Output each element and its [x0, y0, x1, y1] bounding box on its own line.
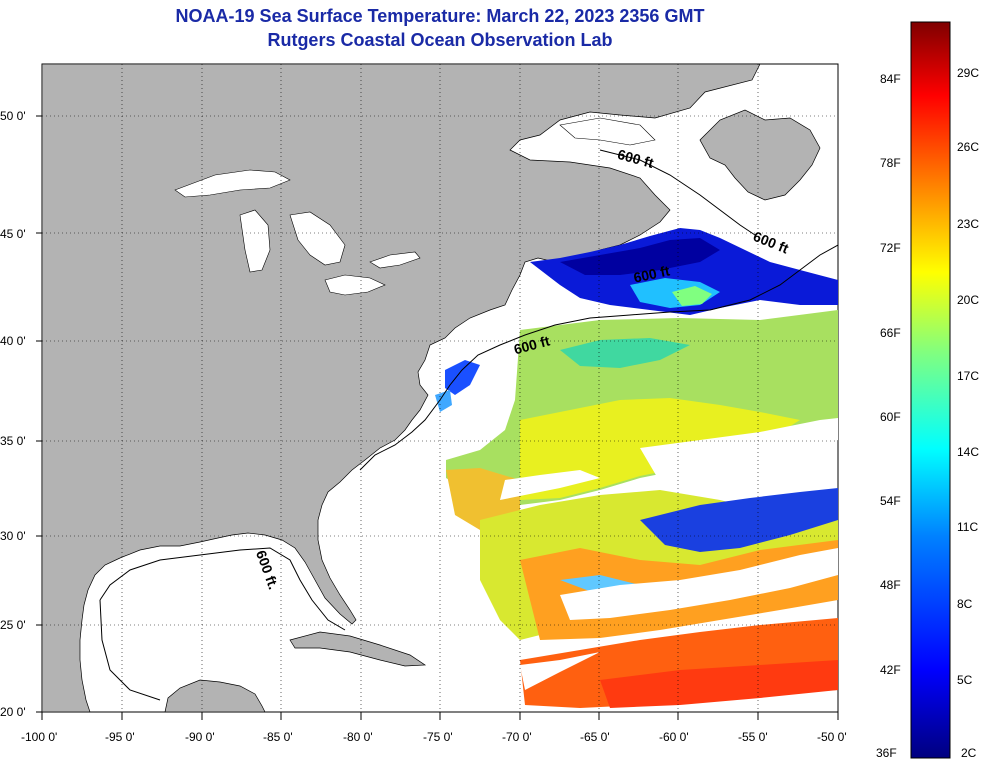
land-newfoundland — [699, 109, 821, 201]
colorbar-f-label: 72F — [880, 241, 901, 255]
lat-tick-label: 25 0' — [0, 618, 26, 632]
lat-tick-label: 30 0' — [0, 529, 26, 543]
lat-tick-label: 35 0' — [0, 434, 26, 448]
colorbar-c-label: 29C — [957, 66, 980, 80]
lon-tick-label: -60 0' — [659, 730, 689, 744]
colorbar-c-label: 23C — [957, 217, 980, 231]
lat-tick-label: 45 0' — [0, 227, 26, 241]
colorbar-c-label: 2C — [961, 746, 977, 760]
colorbar-c-label: 20C — [957, 293, 980, 307]
great-lakes — [174, 169, 421, 296]
colorbar — [910, 21, 951, 759]
colorbar-c-label: 14C — [957, 445, 980, 459]
lon-tick-label: -55 0' — [738, 730, 768, 744]
lon-tick-label: -65 0' — [580, 730, 610, 744]
lon-tick-label: -50 0' — [817, 730, 847, 744]
lon-tick-label: -75 0' — [423, 730, 453, 744]
lat-tick-label: 40 0' — [0, 334, 26, 348]
colorbar-f-label: 42F — [880, 663, 901, 677]
isobath-600ft — [99, 149, 838, 701]
colorbar-c-label: 26C — [957, 140, 980, 154]
colorbar-c-label: 8C — [957, 597, 973, 611]
colorbar-f-label: 36F — [876, 746, 897, 760]
colorbar-f-label: 78F — [880, 156, 901, 170]
lon-tick-label: -90 0' — [185, 730, 215, 744]
map-title: NOAA-19 Sea Surface Temperature: March 2… — [175, 6, 705, 26]
lon-tick-label: -70 0' — [502, 730, 532, 744]
sst-data-region — [435, 228, 838, 708]
axis-ticks — [36, 115, 839, 720]
colorbar-f-label: 48F — [880, 578, 901, 592]
lon-tick-label: -100 0' — [21, 730, 58, 744]
lon-tick-label: -80 0' — [343, 730, 373, 744]
lon-tick-label: -95 0' — [105, 730, 135, 744]
lat-tick-label: 20 0' — [0, 705, 26, 719]
gridlines — [42, 64, 838, 712]
colorbar-f-label: 84F — [880, 72, 901, 86]
land-north-america — [42, 64, 761, 712]
colorbar-c-label: 11C — [957, 520, 979, 534]
colorbar-c-label: 5C — [957, 673, 973, 687]
land-cuba — [289, 631, 427, 667]
map-subtitle: Rutgers Coastal Ocean Observation Lab — [267, 30, 613, 50]
lon-tick-label: -85 0' — [263, 730, 293, 744]
colorbar-f-label: 60F — [880, 410, 901, 424]
colorbar-f-label: 66F — [880, 326, 901, 340]
northern-lakes — [559, 117, 656, 146]
lat-tick-label: 50 0' — [0, 109, 26, 123]
colorbar-f-label: 54F — [880, 494, 901, 508]
land-yucatan — [164, 679, 266, 712]
colorbar-c-label: 17C — [957, 369, 980, 383]
